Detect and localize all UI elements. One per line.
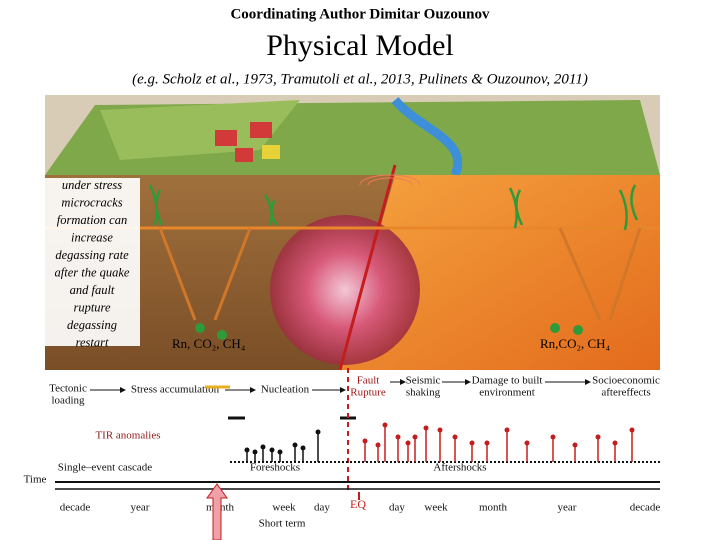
cascade-label: Foreshocks	[250, 462, 300, 474]
note: under stress microcracks formation can incr…	[55, 178, 130, 350]
time-tick: decade	[630, 502, 661, 514]
pin-head	[375, 442, 381, 448]
stage-label: Rupture	[350, 387, 386, 399]
citation: (e.g. Scholz et al., 1973, Tramutoli et …	[132, 71, 588, 87]
author: Coordinating Author Dimitar Ouzounov	[230, 6, 490, 22]
cross-section	[45, 95, 660, 371]
pin-head	[484, 440, 490, 446]
pin-head	[300, 445, 306, 451]
note-line: restart	[76, 335, 109, 349]
time-tick: week	[424, 502, 448, 514]
note-line: under stress	[62, 178, 122, 192]
pin-head	[629, 427, 635, 433]
pin-head	[382, 422, 388, 428]
pin-head	[437, 427, 443, 433]
pin-head	[315, 429, 321, 435]
pin-head	[292, 442, 298, 448]
pin-head	[612, 440, 618, 446]
pin-head	[452, 434, 458, 440]
note-line: formation can	[57, 213, 127, 227]
pin-head	[504, 427, 510, 433]
pin-head	[423, 425, 429, 431]
stage-label: shaking	[406, 387, 441, 399]
stage-label: Tectonic	[49, 383, 87, 395]
note-line: rupture	[73, 300, 110, 314]
pin-head	[362, 438, 368, 444]
gas-label: Rn,CO₂, CH₄	[540, 336, 611, 351]
pin-head	[244, 447, 250, 453]
stage-label: loading	[52, 395, 85, 407]
note-line: microcracks	[61, 195, 122, 209]
short-term: Short term	[259, 518, 306, 530]
time-tick: month	[479, 502, 508, 514]
pin-head	[395, 434, 401, 440]
time-tick: day	[314, 502, 330, 514]
title: Physical Model	[266, 29, 454, 62]
pin-head	[469, 440, 475, 446]
stage-label: Nucleation	[261, 384, 310, 396]
note-line: increase	[71, 230, 113, 244]
pin-head	[595, 434, 601, 440]
gas-label: Rn, CO₂, CH₄	[172, 336, 246, 351]
pin-head	[405, 440, 411, 446]
note-line: after the quake	[55, 265, 130, 279]
note-line: degassing rate	[55, 248, 129, 262]
stage-label: Fault	[357, 375, 380, 387]
stage-label: environment	[479, 387, 535, 399]
time-tick: EQ	[350, 497, 366, 511]
tir-label: TIR anomalies	[95, 430, 160, 442]
cascade-label: Single–event cascade	[58, 462, 152, 474]
time-ticks: decadeyearmonthweekdayEQdayweekmonthyear…	[60, 497, 661, 514]
anomaly-pins	[244, 422, 635, 462]
pin-head	[524, 440, 530, 446]
time-tick: decade	[60, 502, 91, 514]
stage-label: Socioeconomic	[592, 375, 660, 387]
pin-head	[277, 449, 283, 455]
time-tick: year	[558, 502, 577, 514]
time-tick: week	[272, 502, 296, 514]
stage-label: aftereffects	[601, 387, 650, 399]
note-line: and fault	[70, 283, 115, 297]
pin-head	[412, 434, 418, 440]
pin-head	[252, 449, 258, 455]
pin-head	[269, 447, 275, 453]
cascade-label: Aftershocks	[433, 462, 486, 474]
time-tick: day	[389, 502, 405, 514]
stage-label: Damage to built	[472, 375, 543, 387]
arrows	[90, 379, 591, 393]
stage-label: Stress accumulation	[131, 384, 220, 396]
stage-label: Seismic	[406, 375, 441, 387]
time-label: Time	[24, 474, 47, 486]
pin-head	[550, 434, 556, 440]
pin-head	[572, 442, 578, 448]
time-tick: year	[131, 502, 150, 514]
pin-head	[260, 444, 266, 450]
note-line: degassing	[67, 318, 117, 332]
